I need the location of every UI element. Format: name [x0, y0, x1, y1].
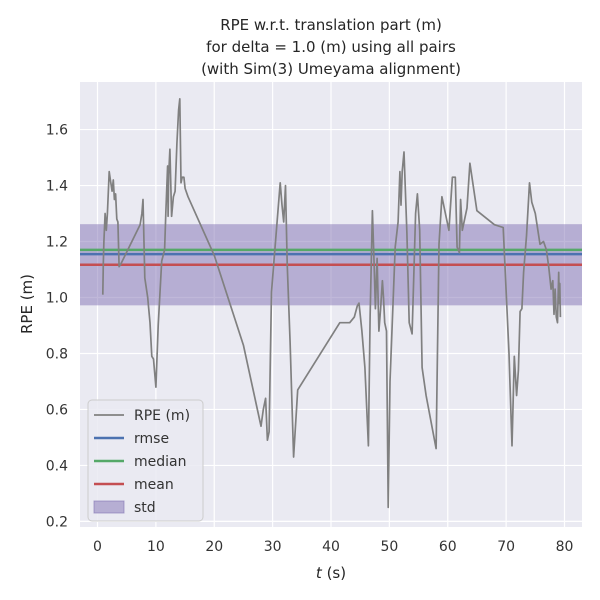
x-tick-label: 50 — [380, 539, 398, 555]
series-layer — [101, 97, 562, 509]
legend-label-mean: mean — [134, 477, 174, 493]
x-axis-label-variable: t — [316, 564, 323, 582]
title-line-3: (with Sim(3) Umeyama alignment) — [201, 60, 461, 78]
legend: RPE (m) rmse median mean std — [87, 399, 204, 522]
title-line-2: for delta = 1.0 (m) using all pairs — [206, 38, 456, 56]
y-tick-label: 1.4 — [46, 179, 68, 195]
x-axis-label: t (s) — [316, 564, 346, 582]
legend-label-median: median — [134, 454, 186, 470]
legend-label-RPE (m): RPE (m) — [134, 408, 190, 424]
x-tick-label: 0 — [93, 539, 102, 555]
title-line-1: RPE w.r.t. translation part (m) — [220, 16, 442, 34]
y-tick-label: 1.2 — [46, 235, 68, 251]
x-tick-label: 20 — [205, 539, 223, 555]
x-tick-label: 60 — [439, 539, 457, 555]
legend-frame — [87, 399, 204, 522]
x-tick-label: 30 — [264, 539, 282, 555]
x-tick-labels: 0 10 20 30 40 50 60 70 80 — [93, 539, 573, 555]
rpe-series-line — [101, 97, 562, 509]
y-tick-label: 1.0 — [46, 291, 68, 307]
legend-swatch-std — [93, 500, 125, 514]
chart-title: RPE w.r.t. translation part (m) for delt… — [201, 16, 461, 78]
y-tick-label: 0.8 — [46, 346, 68, 362]
legend-label-rmse: rmse — [134, 431, 169, 447]
y-tick-label: 0.4 — [46, 458, 68, 474]
y-tick-label: 1.6 — [46, 123, 68, 139]
x-tick-label: 40 — [322, 539, 340, 555]
y-tick-labels: 0.2 0.4 0.6 0.8 1.0 1.2 1.4 1.6 — [46, 123, 68, 531]
y-tick-label: 0.2 — [46, 514, 68, 530]
legend-label-std: std — [134, 500, 156, 516]
x-tick-label: 70 — [497, 539, 515, 555]
x-tick-label: 10 — [147, 539, 165, 555]
x-tick-label: 80 — [556, 539, 574, 555]
y-axis-label: RPE (m) — [18, 274, 36, 334]
y-tick-label: 0.6 — [46, 402, 68, 418]
x-axis-label-unit: (s) — [322, 564, 346, 582]
